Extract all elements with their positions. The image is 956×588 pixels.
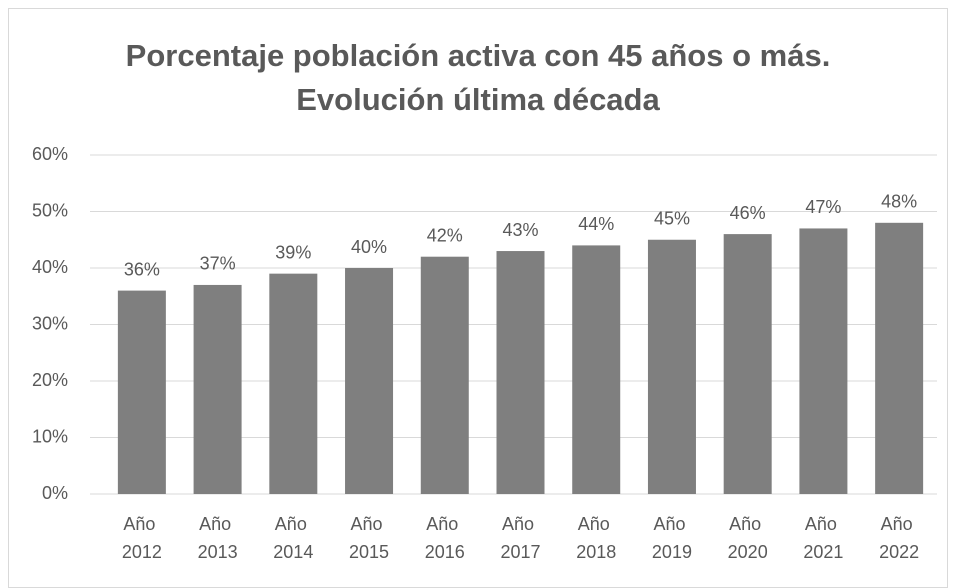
bar [723,234,772,494]
data-label: 36% [124,259,160,279]
x-tick-label: Año 2019 [652,514,692,562]
x-tick-label: Año 2022 [879,514,919,562]
data-label: 42% [427,225,463,245]
bar [572,245,621,494]
y-tick-label: 20% [32,370,68,390]
x-tick-label: Año 2014 [273,514,313,562]
x-tick-label: Año 2013 [198,514,238,562]
data-label: 40% [351,237,387,257]
bar [420,256,469,494]
data-label: 46% [730,203,766,223]
x-tick-label: Año 2016 [425,514,465,562]
y-tick-label: 60% [32,144,68,164]
x-tick-label: Año 2021 [803,514,843,562]
x-tick-label: Año 2020 [728,514,768,562]
x-tick-label: Año 2017 [500,514,540,562]
x-tick-label: Año 2015 [349,514,389,562]
data-label: 39% [275,242,311,262]
bar [799,228,848,494]
chart-title: Porcentaje población activa con 45 años … [125,38,831,117]
x-tick-label: Año 2018 [576,514,616,562]
bar [345,268,394,494]
bar [496,251,545,494]
bar [875,222,924,495]
data-label: 48% [881,192,917,212]
y-tick-label: 50% [32,200,68,220]
bar [117,290,166,494]
data-label: 44% [578,214,614,234]
bar [193,284,242,494]
bar [269,273,318,494]
x-tick-label: Año 2012 [122,514,162,562]
y-tick-label: 0% [42,483,68,503]
y-tick-label: 40% [32,257,68,277]
data-label: 45% [654,209,690,229]
bar [647,239,696,494]
data-label: 43% [502,220,538,240]
y-tick-label: 10% [32,426,68,446]
y-tick-label: 30% [32,313,68,333]
data-label: 47% [805,197,841,217]
data-label: 37% [200,254,236,274]
